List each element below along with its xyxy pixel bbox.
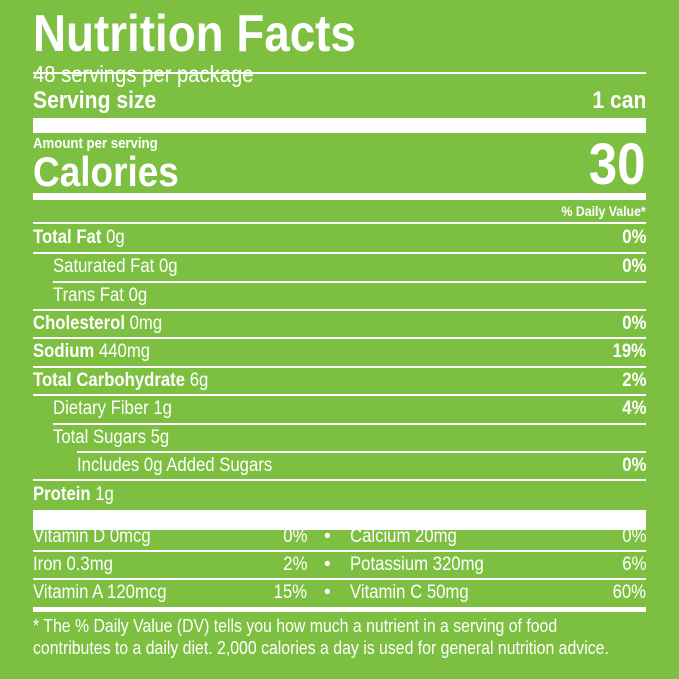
nutrient-name: Dietary Fiber [53, 398, 149, 419]
nutrient-row-added-sugars: Includes 0g Added Sugars 0% [33, 452, 646, 480]
vitamin-dv: 60% [612, 582, 646, 603]
nutrient-dv: 0% [621, 227, 646, 248]
servings-per-package: 48 servings per package [33, 61, 646, 87]
nutrient-name: Total Sugars [53, 427, 146, 448]
bullet: • [324, 526, 331, 547]
divider [33, 479, 646, 481]
footnote-line: * The % Daily Value (DV) tells you how m… [33, 616, 558, 636]
nutrient-row-total-sugars: Total Sugars 5g [33, 424, 646, 452]
divider [33, 72, 646, 74]
serving-size-row: Serving size 1 can [33, 87, 646, 115]
bullet: • [324, 554, 331, 575]
vitamin-dv: 0% [282, 526, 307, 547]
calories-label: Calories [33, 148, 646, 196]
nutrient-dv: 19% [612, 341, 646, 362]
title-text: Nutrition Facts [33, 5, 356, 63]
divider [33, 337, 646, 339]
nutrient-name: Total Fat [33, 227, 102, 248]
nutrient-row-protein: Protein 1g [33, 481, 646, 509]
daily-value-header: % Daily Value* [33, 202, 646, 220]
nutrient-row-total-carbohydrate: Total Carbohydrate 6g 2% [33, 367, 646, 395]
vitamin-dv: 15% [273, 582, 307, 603]
divider [33, 578, 646, 580]
divider [33, 309, 646, 311]
serving-size-label: Serving size [33, 87, 157, 114]
amount-per-serving: Amount per serving [33, 135, 646, 152]
nutrient-name: Includes 0g Added Sugars [77, 455, 273, 476]
nutrient-dv: 0% [621, 256, 646, 277]
nutrient-name: Cholesterol [33, 313, 125, 334]
calories-value-text: 30 [589, 132, 646, 197]
serving-size-value: 1 can [591, 87, 646, 114]
nutrient-row-trans-fat: Trans Fat 0g [33, 282, 646, 310]
nutrient-name: Protein [33, 484, 91, 505]
vitamin-name: Calcium 20mg [350, 526, 457, 547]
nutrient-name: Saturated Fat [53, 256, 155, 277]
servings-text: 48 servings per package [33, 61, 254, 87]
nutrient-amount: 1g [153, 398, 172, 419]
bullet: • [324, 582, 331, 603]
vitamin-name: Iron 0.3mg [33, 554, 113, 575]
medium-divider [33, 193, 646, 200]
divider [33, 394, 646, 396]
nutrient-row-dietary-fiber: Dietary Fiber 1g 4% [33, 395, 646, 423]
nutrient-dv: 0% [621, 313, 646, 334]
nutrient-amount: 5g [150, 427, 170, 448]
nutrient-amount: 6g [189, 370, 209, 391]
amount-per-serving-text: Amount per serving [33, 135, 158, 152]
vitamin-name: Vitamin C 50mg [350, 582, 469, 603]
nutrient-dv: 2% [621, 370, 646, 391]
thick-divider [33, 510, 646, 530]
nutrient-name: Trans Fat [53, 285, 124, 306]
nutrient-row-saturated-fat: Saturated Fat 0g 0% [33, 253, 646, 281]
nutrient-row-cholesterol: Cholesterol 0mg 0% [33, 310, 646, 338]
label-title: Nutrition Facts [33, 4, 646, 64]
divider [33, 366, 646, 368]
vitamin-row: Vitamin A 120mcg 15% • Vitamin C 50mg 60… [33, 578, 646, 606]
divider [33, 550, 646, 552]
footnote: * The % Daily Value (DV) tells you how m… [33, 615, 646, 659]
vitamin-name: Potassium 320mg [350, 554, 484, 575]
nutrient-name: Total Carbohydrate [33, 370, 186, 391]
divider [33, 607, 646, 612]
vitamin-dv: 0% [621, 526, 646, 547]
nutrient-amount: 1g [95, 484, 114, 505]
vitamin-row: Iron 0.3mg 2% • Potassium 320mg 6% [33, 550, 646, 578]
divider [33, 252, 646, 254]
calories-label-text: Calories [33, 148, 179, 195]
divider [77, 451, 646, 453]
nutrient-dv: 4% [621, 398, 646, 419]
calories-value: 30 [33, 134, 646, 196]
nutrient-dv: 0% [621, 455, 646, 476]
daily-value-header-text: % Daily Value* [561, 203, 646, 219]
nutrient-row-sodium: Sodium 440mg 19% [33, 338, 646, 366]
nutrient-amount: 0g [106, 227, 125, 248]
vitamin-name: Vitamin A 120mcg [33, 582, 167, 603]
nutrient-row-total-fat: Total Fat 0g 0% [33, 224, 646, 252]
vitamin-dv: 6% [621, 554, 646, 575]
divider [33, 222, 646, 224]
thick-divider [33, 118, 646, 133]
nutrient-amount: 0g [158, 256, 178, 277]
footnote-line: contributes to a daily diet. 2,000 calor… [33, 638, 609, 658]
nutrient-amount: 0g [128, 285, 148, 306]
vitamin-name: Vitamin D 0mcg [33, 526, 151, 547]
vitamin-row: Vitamin D 0mcg 0% • Calcium 20mg 0% [33, 522, 646, 550]
nutrient-amount: 0mg [129, 313, 163, 334]
divider [53, 281, 646, 283]
nutrient-amount: 440mg [98, 341, 151, 362]
vitamin-dv: 2% [282, 554, 307, 575]
nutrient-name: Sodium [33, 341, 95, 362]
divider [53, 423, 646, 425]
